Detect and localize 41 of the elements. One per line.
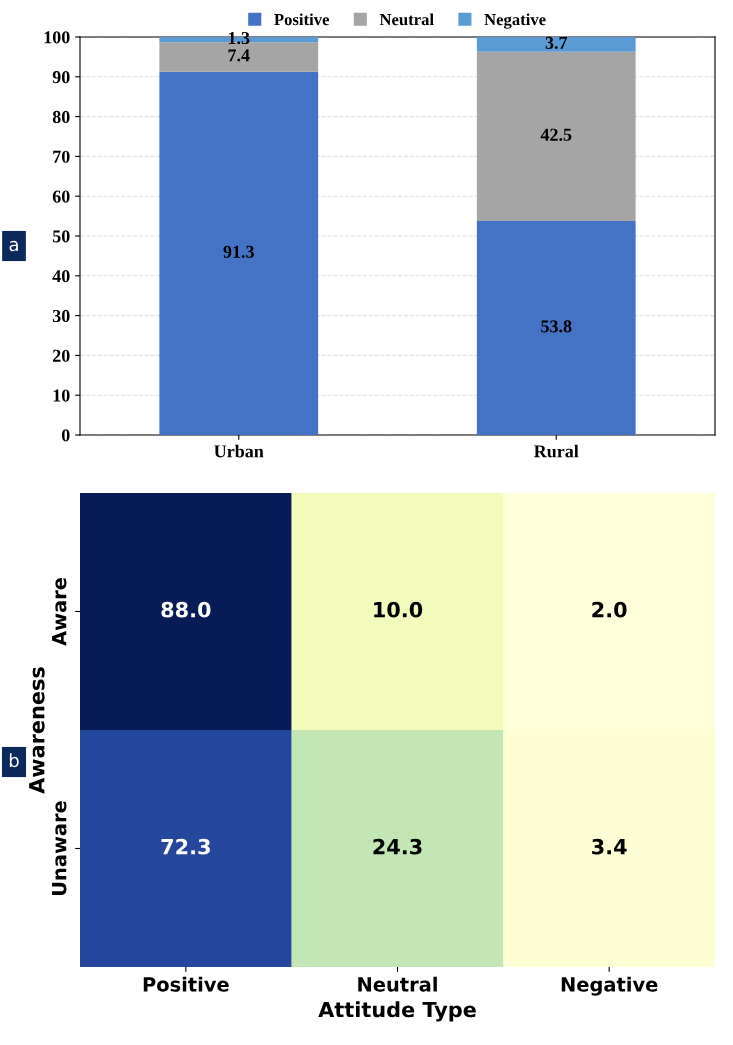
y-tick-label: 10: [53, 389, 70, 402]
x-tick-label: Negative: [561, 976, 658, 996]
data-label: 3.4: [592, 838, 627, 855]
y-tick-label: 90: [52, 71, 70, 84]
legend-label: Positive: [274, 13, 330, 26]
bar: [159, 71, 319, 435]
bar: [476, 37, 636, 52]
data-label: 10.0: [374, 601, 423, 618]
x-tick-label: Positive: [143, 976, 229, 992]
y-tick-label: 60: [52, 190, 70, 203]
data-label: 88.0: [161, 601, 211, 618]
y-tick-label: Aware: [52, 577, 67, 646]
data-label: 91.3: [223, 245, 254, 258]
y-tick-label: 80: [52, 110, 70, 124]
y-tick-label: 0: [61, 429, 70, 442]
x-axis-title: Attitude Type: [318, 1001, 476, 1022]
text: b: [9, 753, 19, 768]
y-tick-label: Unaware: [52, 801, 67, 896]
y-axis-title: Awareness: [29, 667, 45, 794]
x-tick-label: Rural: [533, 444, 579, 458]
data-label: 3.7: [545, 36, 568, 49]
data-label: 53.8: [541, 320, 572, 333]
y-tick-label: 100: [44, 31, 70, 44]
bar: [159, 42, 319, 72]
data-label: 42.5: [540, 128, 572, 141]
data-label: 2.0: [592, 601, 627, 618]
bar: [476, 51, 636, 221]
bar: [476, 220, 636, 435]
y-tick-label: 50: [52, 230, 70, 243]
data-label: 7.4: [228, 49, 250, 62]
y-tick-label: 20: [52, 349, 70, 362]
x-tick-label: Urban: [214, 444, 264, 458]
y-tick-label: 30: [52, 309, 70, 323]
text: a: [9, 240, 18, 252]
legend-label: Neutral: [379, 13, 434, 26]
x-tick-label: Neutral: [358, 976, 437, 992]
data-label: 24.3: [373, 838, 422, 855]
y-tick-label: 40: [52, 270, 70, 283]
legend-label: Negative: [484, 13, 546, 29]
y-tick-label: 70: [53, 150, 70, 163]
data-label: 72.3: [161, 838, 210, 855]
